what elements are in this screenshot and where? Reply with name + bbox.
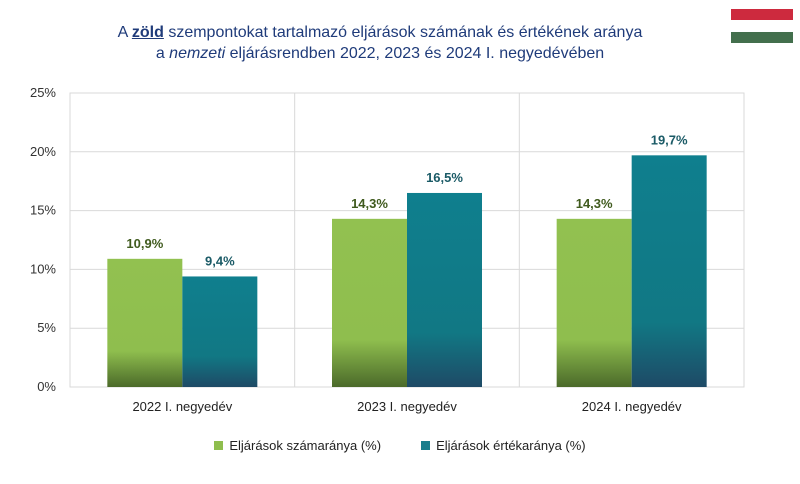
y-tick-label: 15% <box>30 203 56 218</box>
legend-swatch-series-2 <box>421 441 431 450</box>
bar-series-1-1 <box>107 258 183 387</box>
title-highlight: zöld <box>131 24 164 41</box>
y-tick-label: 5% <box>37 320 56 335</box>
legend-item-series-1: Eljárások számaránya (%) <box>214 438 381 453</box>
y-tick-label: 25% <box>30 85 56 100</box>
data-label: 14,3% <box>576 196 613 211</box>
title-emphasis: nemzeti <box>169 45 226 62</box>
bar-series-2-3 <box>631 155 707 387</box>
y-tick-label: 10% <box>30 261 56 276</box>
legend-label-series-1: Eljárások számaránya (%) <box>229 438 382 453</box>
flag-stripe-red <box>731 9 793 20</box>
bar-series-2-2 <box>407 192 482 387</box>
data-label: 19,7% <box>651 132 688 147</box>
x-category-label: 2023 I. negyedév <box>357 399 457 414</box>
title-line-2: a nemzeti eljárásrendben 2022, 2023 és 2… <box>155 45 605 62</box>
chart-title: A zöld szempontokat tartalmazó eljárások… <box>0 22 760 64</box>
flag-stripe-white <box>731 20 793 32</box>
flag-stripe-green <box>731 32 793 43</box>
legend: Eljárások számaránya (%) Eljárások érték… <box>0 438 800 453</box>
title-line-1: A zöld szempontokat tartalmazó eljárások… <box>117 24 643 41</box>
x-category-label: 2024 I. negyedév <box>582 399 682 414</box>
legend-item-series-2: Eljárások értékaránya (%) <box>421 438 586 453</box>
y-tick-label: 0% <box>37 379 56 394</box>
data-label: 16,5% <box>426 170 463 185</box>
bar-series-2-1 <box>182 276 258 387</box>
data-label: 10,9% <box>126 236 163 251</box>
data-label: 14,3% <box>351 196 388 211</box>
legend-label-series-2: Eljárások értékaránya (%) <box>436 438 586 453</box>
legend-swatch-series-1 <box>214 441 224 450</box>
bar-series-1-2 <box>332 218 407 387</box>
bar-series-1-3 <box>556 218 632 387</box>
data-label: 9,4% <box>205 253 235 268</box>
y-tick-label: 20% <box>30 144 56 159</box>
x-category-label: 2022 I. negyedév <box>132 399 232 414</box>
